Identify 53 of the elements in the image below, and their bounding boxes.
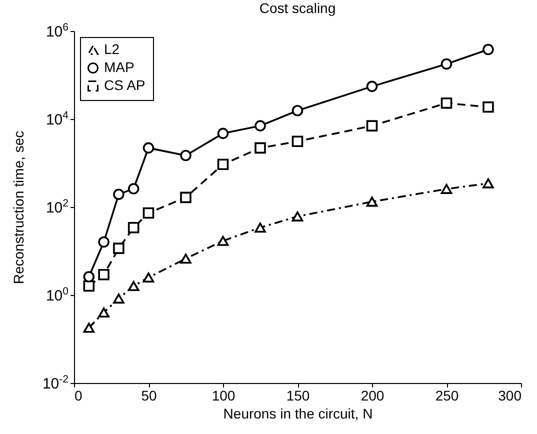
y-tick-label: 10$^{-2}$ [42,374,69,392]
point [482,178,494,188]
point [440,97,452,109]
point [98,269,110,280]
point [366,80,378,92]
point [98,308,110,318]
y-tick-label: 10$^{0}$ [46,286,69,304]
point [254,120,266,132]
point [142,207,154,219]
point [128,183,140,194]
point [482,44,494,56]
legend-label: L2 [104,41,120,57]
point [113,188,124,200]
point [83,271,95,282]
x-tick-label: 100 [212,388,236,404]
chart-title: Cost scaling [259,0,336,16]
y-tick-label: 10$^{4}$ [46,110,69,128]
point [292,104,304,116]
point [440,184,452,194]
y-tick-label: 10$^{6}$ [46,22,69,40]
x-tick-label: 50 [141,388,157,404]
y-tick-label: 10$^{2}$ [46,198,69,216]
x-tick-label: 0 [74,388,82,404]
point [292,211,304,222]
point [217,128,229,140]
point [113,294,124,304]
point [366,196,378,207]
x-tick-label: 250 [435,388,459,404]
point [440,58,452,70]
point [128,281,140,292]
x-tick-label: 150 [286,388,310,404]
point [217,236,229,246]
point [128,222,140,234]
x-tick-label: 200 [360,388,384,404]
x-axis-title: Neurons in the circuit, N [223,406,373,422]
point [254,222,266,233]
x-tick-label: 300 [498,388,522,404]
point [113,242,124,254]
point [292,136,304,148]
point [180,254,192,264]
point [98,236,110,248]
point [366,120,378,132]
point [482,101,494,113]
point [254,142,266,154]
point [83,322,95,333]
legend-label: CS AP [104,77,146,93]
point [180,192,192,204]
y-axis-title: Reconstruction time, sec [10,130,26,284]
legend-label: MAP [104,59,134,75]
point [142,142,154,154]
point [142,272,154,282]
point [180,150,192,162]
point [217,158,229,170]
